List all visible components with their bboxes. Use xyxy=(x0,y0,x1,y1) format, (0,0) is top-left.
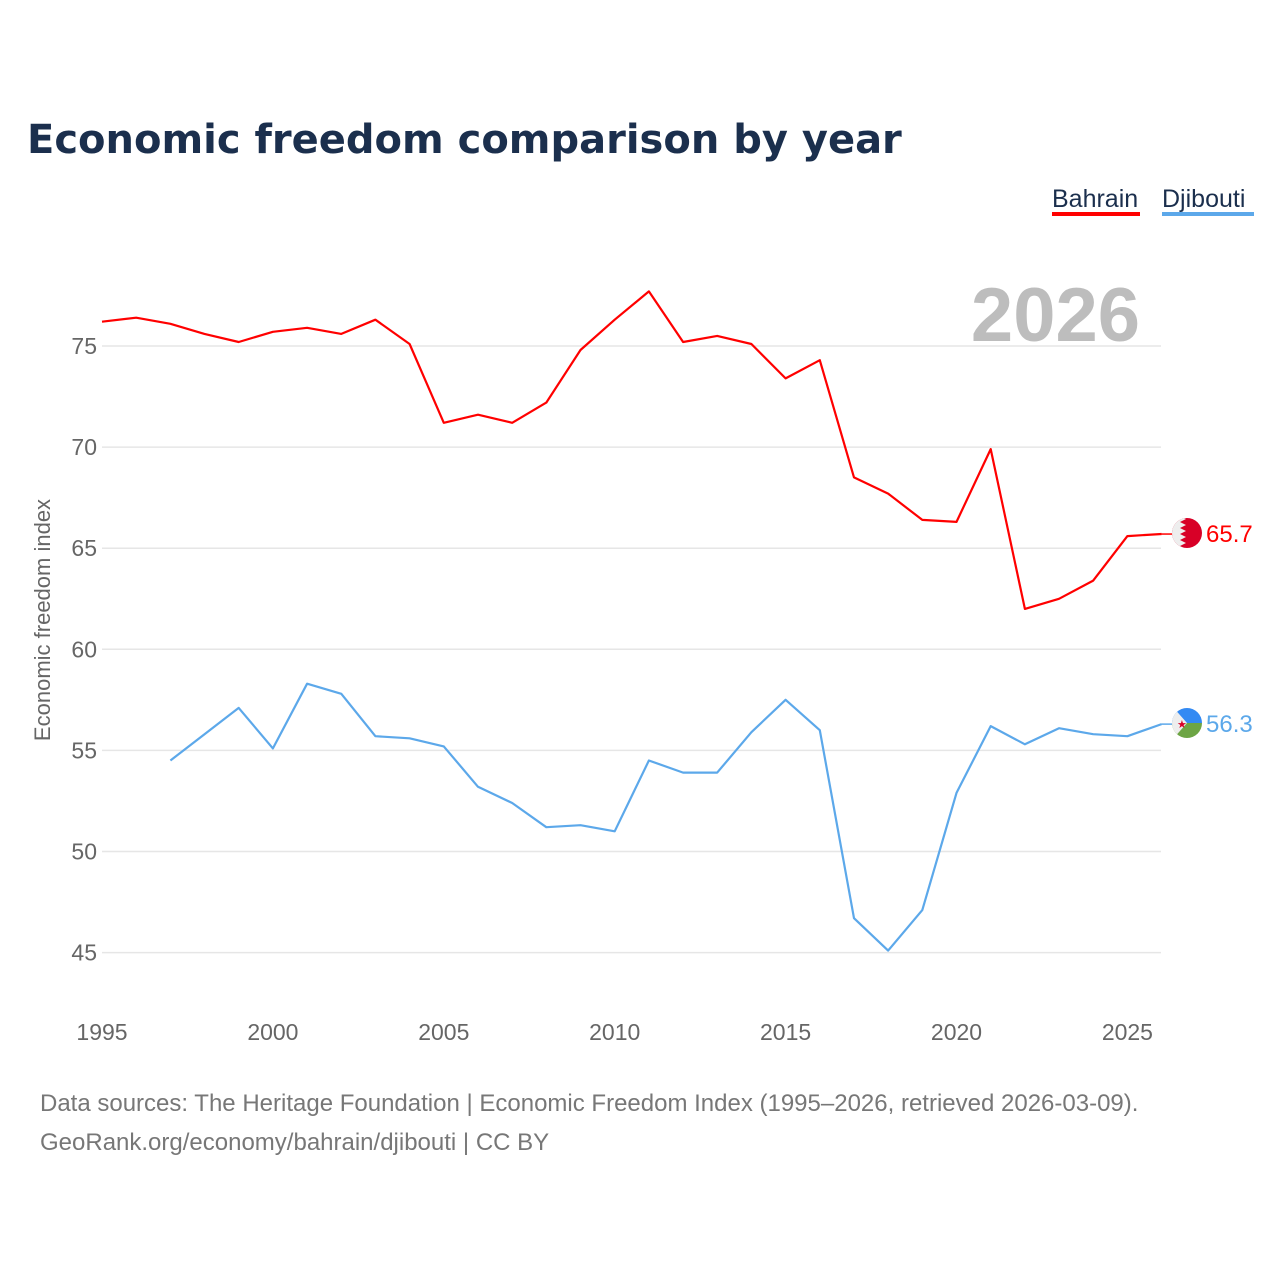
series-line-bahrain xyxy=(101,290,1162,611)
svg-text:★: ★ xyxy=(1177,719,1187,731)
series-line-djibouti xyxy=(169,682,1162,952)
y-axis-label: Economic freedom index xyxy=(30,499,55,741)
chart-title: Economic freedom comparison by year xyxy=(27,117,902,163)
series-lines: 65.7 56.3 xyxy=(101,290,1253,952)
flags: ★ xyxy=(1172,518,1202,738)
x-tick-label: 2025 xyxy=(1102,1019,1153,1045)
year-label: 2026 xyxy=(971,273,1140,358)
x-tick-label: 1995 xyxy=(76,1019,127,1045)
y-tick-label: 50 xyxy=(71,839,97,865)
x-tick-label: 2005 xyxy=(418,1019,469,1045)
legend: Bahrain Djibouti xyxy=(1052,185,1254,216)
legend-swatch xyxy=(1052,212,1140,216)
djibouti-flag-icon: ★ xyxy=(1172,708,1202,738)
legend-item-djibouti[interactable]: Djibouti xyxy=(1162,185,1245,213)
grid: 45 50 55 60 65 70 75 1995 2000 2005 2010 2015 2020 20… xyxy=(71,333,1161,1045)
y-tick-label: 45 xyxy=(71,940,97,966)
y-tick-label: 60 xyxy=(71,636,97,662)
x-tick-label: 2010 xyxy=(589,1019,640,1045)
y-tick-label: 65 xyxy=(71,535,97,561)
bahrain-flag-icon xyxy=(1172,518,1202,548)
legend-item-bahrain[interactable]: Bahrain xyxy=(1052,185,1138,213)
source-line-2: GeoRank.org/economy/bahrain/djibouti | C… xyxy=(40,1129,549,1156)
end-label-bahrain: 65.7 xyxy=(1206,521,1253,548)
x-tick-label: 2000 xyxy=(247,1019,298,1045)
x-tick-label: 2015 xyxy=(760,1019,811,1045)
y-tick-label: 75 xyxy=(71,333,97,359)
x-tick-label: 2020 xyxy=(931,1019,982,1045)
end-label-djibouti: 56.3 xyxy=(1206,711,1253,738)
y-tick-label: 55 xyxy=(71,737,97,763)
y-tick-label: 70 xyxy=(71,434,97,460)
source-line-1: Data sources: The Heritage Foundation | … xyxy=(40,1090,1138,1117)
legend-swatch xyxy=(1162,212,1254,216)
